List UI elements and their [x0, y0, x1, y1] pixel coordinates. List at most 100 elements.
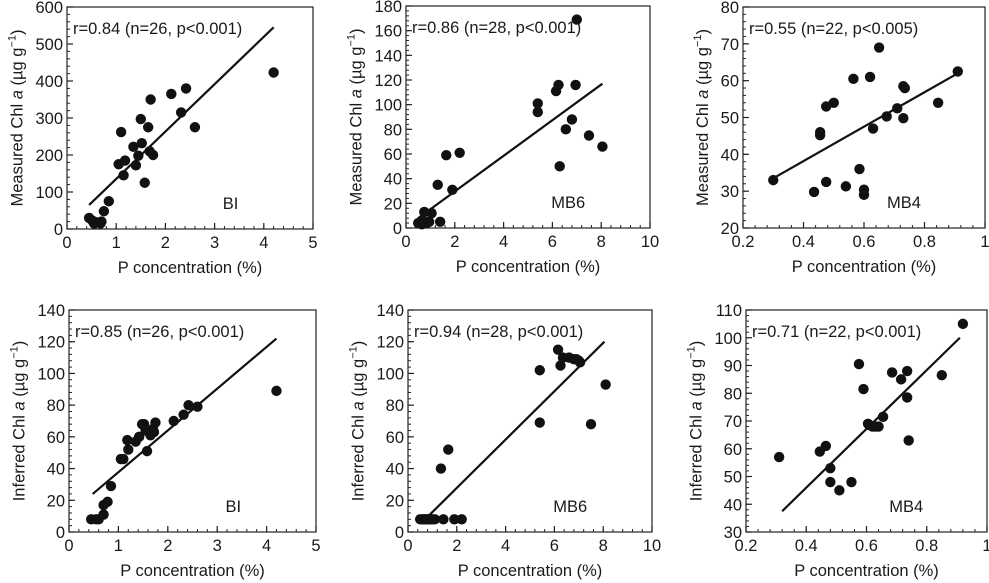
correlation-annotation: r=0.85 (n=26, p<0.001)	[75, 323, 244, 341]
data-point	[98, 509, 109, 520]
site-label: MB4	[889, 498, 923, 516]
data-point	[135, 113, 146, 125]
x-axis-title: P concentration (%)	[794, 562, 939, 580]
data-point	[555, 360, 566, 371]
data-point	[115, 126, 127, 138]
data-point	[96, 216, 107, 227]
y-axis-title: Inferred Chl a (µg g−1)	[9, 341, 29, 502]
y-tick-label: 40	[386, 461, 404, 479]
data-point	[936, 370, 948, 381]
data-point	[825, 462, 836, 474]
site-label: BI	[223, 195, 239, 213]
data-point	[148, 426, 160, 438]
data-point	[858, 383, 869, 395]
x-tick-label: 1	[982, 537, 989, 555]
data-point	[814, 129, 826, 141]
data-point	[130, 160, 142, 171]
data-point	[133, 431, 145, 443]
data-point	[552, 344, 564, 355]
y-axis-title: Measured Chl a (µg g−1)	[7, 29, 27, 206]
x-tick-label: 4	[499, 233, 508, 251]
y-tick-label: 50	[721, 110, 739, 128]
data-point	[141, 445, 153, 457]
y-tick-label: 140	[376, 302, 404, 320]
data-point	[175, 107, 187, 118]
x-tick-label: 0	[403, 537, 412, 555]
data-point	[423, 216, 435, 228]
data-point	[932, 97, 944, 108]
y-tick-label: 0	[54, 221, 63, 239]
data-point	[899, 82, 911, 94]
data-point	[848, 73, 859, 85]
data-point	[119, 155, 131, 166]
x-tick-label: 0	[401, 233, 410, 251]
x-axis-title: P concentration (%)	[456, 258, 601, 276]
data-point	[434, 216, 446, 228]
data-point	[560, 124, 572, 135]
x-tick-label: 3	[213, 537, 222, 555]
y-tick-label: 60	[386, 429, 404, 447]
data-point	[426, 208, 437, 219]
y-tick-label: 0	[393, 220, 402, 238]
data-point	[892, 103, 903, 114]
y-axis-title: Measured Chl a (µg g−1)	[346, 28, 366, 205]
data-point	[534, 365, 545, 376]
data-point	[532, 106, 543, 118]
x-axis-title: P concentration (%)	[120, 562, 265, 580]
y-tick-label: 180	[374, 0, 402, 16]
data-point	[145, 94, 156, 105]
x-tick-label: 10	[643, 537, 661, 555]
x-tick-label: 1	[112, 234, 121, 252]
x-tick-label: 1	[114, 537, 123, 555]
x-tick-label: 8	[597, 233, 606, 251]
x-tick-label: 4	[262, 537, 271, 555]
correlation-annotation: r=0.86 (n=28, p<0.001)	[412, 19, 581, 37]
y-tick-label: 80	[386, 397, 404, 415]
x-tick-label: 6	[550, 537, 559, 555]
data-point	[898, 113, 909, 124]
data-point	[441, 150, 452, 161]
data-point	[103, 196, 115, 207]
y-tick-label: 20	[384, 195, 402, 213]
y-tick-label: 20	[47, 492, 65, 510]
data-point	[128, 141, 139, 153]
data-point	[864, 71, 876, 83]
data-point	[820, 440, 832, 452]
x-tick-label: 4	[501, 537, 510, 555]
data-point	[881, 111, 892, 122]
data-point	[566, 114, 578, 125]
data-point	[853, 358, 865, 370]
data-point	[553, 79, 564, 91]
y-axis-title: Inferred Chl a (µg g−1)	[686, 341, 706, 502]
x-axis-title: P concentration (%)	[792, 258, 937, 276]
y-tick-label: 160	[374, 23, 402, 41]
data-point	[268, 67, 279, 78]
y-tick-label: 80	[47, 397, 65, 415]
data-point	[773, 451, 785, 463]
data-point	[105, 480, 117, 492]
data-point	[150, 417, 161, 428]
y-tick-label: 300	[35, 110, 63, 128]
x-tick-label: 0.8	[915, 537, 938, 555]
y-tick-label: 60	[47, 429, 65, 447]
x-tick-label: 2	[450, 233, 459, 251]
data-point	[532, 98, 543, 109]
plot-frame	[68, 309, 317, 533]
data-point	[895, 374, 907, 385]
y-tick-label: 100	[37, 365, 65, 383]
data-point	[867, 421, 878, 432]
x-tick-label: 3	[210, 234, 219, 252]
y-tick-label: 70	[721, 36, 739, 54]
site-label: MB4	[887, 194, 921, 212]
data-point	[142, 122, 154, 133]
y-tick-label: 40	[724, 496, 742, 514]
data-point	[98, 206, 110, 217]
y-tick-label: 60	[384, 146, 402, 164]
data-point	[425, 514, 437, 525]
y-tick-label: 200	[35, 147, 63, 165]
data-point	[180, 83, 192, 94]
data-point	[136, 137, 147, 149]
x-tick-label: 4	[259, 234, 268, 252]
y-tick-label: 120	[374, 72, 402, 90]
